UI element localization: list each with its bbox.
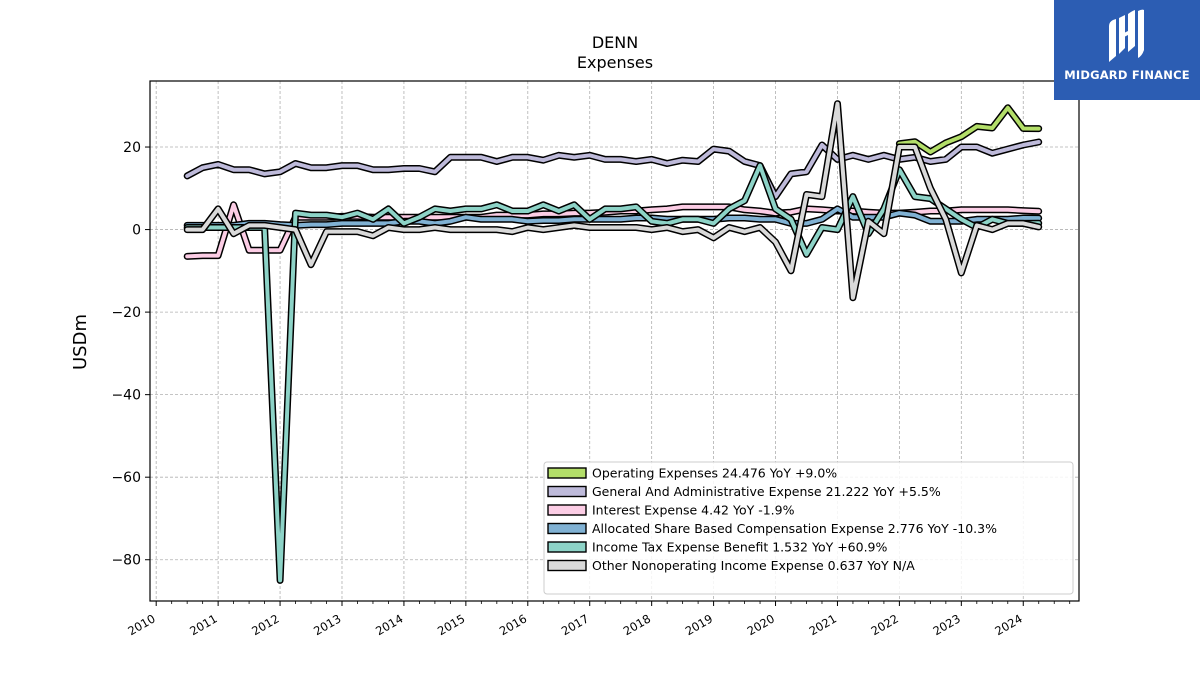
x-tick-label: 2022 (869, 611, 901, 638)
y-axis-label: USDm (70, 314, 91, 370)
chart-subtitle: Expenses (577, 53, 653, 72)
x-axis: 2010 2011 2012 2013 2014 2015 2016 2017 2018 2019… (125, 601, 1071, 638)
legend-label: Income Tax Expense Benefit 1.532 YoY +60… (592, 540, 888, 555)
y-tick-label: −80 (111, 553, 141, 569)
series-6 (183, 100, 1043, 302)
series-4 (183, 205, 1043, 229)
y-tick-label: −60 (111, 470, 141, 486)
x-tick-label: 2018 (621, 611, 653, 638)
brand-name: MIDGARD FINANCE (1064, 68, 1190, 82)
series-line (185, 101, 1041, 300)
legend-swatch (547, 522, 587, 535)
x-tick-label: 2021 (807, 611, 839, 638)
x-tick-label: 2020 (745, 611, 777, 638)
x-tick-label: 2016 (497, 611, 529, 638)
legend-swatch (547, 541, 587, 553)
x-tick-label: 2010 (125, 611, 157, 638)
x-tick-label: 2012 (249, 611, 281, 638)
legend-label: Other Nonoperating Income Expense 0.637 … (592, 558, 915, 573)
x-tick-label: 2013 (311, 611, 343, 638)
legend-label: Allocated Share Based Compensation Expen… (592, 521, 997, 536)
legend-label: General And Administrative Expense 21.22… (592, 484, 941, 499)
y-axis: −80 −60 −40 −20 0 20 (111, 140, 150, 569)
series-outline (183, 100, 1043, 302)
x-tick-label: 2017 (559, 611, 591, 638)
x-tick-label: 2023 (930, 611, 962, 638)
series-1 (895, 104, 1043, 156)
x-tick-label: 2019 (683, 611, 715, 638)
legend: Operating Expenses 24.476 YoY +9.0% Gener… (543, 461, 1074, 595)
brand-badge: MIDGARD FINANCE (1054, 0, 1200, 100)
legend-swatch (547, 559, 587, 572)
y-tick-label: −20 (111, 305, 141, 321)
chart-title: DENN (592, 33, 638, 52)
legend-label: Interest Expense 4.42 YoY -1.9% (592, 503, 795, 518)
legend-swatch (547, 467, 587, 479)
legend-label: Operating Expenses 24.476 YoY +9.0% (592, 466, 837, 481)
series-line (185, 206, 1041, 228)
midgard-logo-icon (1109, 9, 1144, 62)
plot-area (183, 100, 1043, 584)
y-tick-label: 0 (132, 223, 141, 239)
x-tick-label: 2011 (187, 611, 219, 638)
x-tick-label: 2015 (435, 611, 467, 638)
x-tick-label: 2024 (992, 611, 1024, 638)
legend-swatch (547, 504, 587, 516)
series-line (897, 105, 1041, 154)
y-tick-label: −40 (111, 388, 141, 404)
x-tick-label: 2014 (373, 611, 405, 638)
y-tick-label: 20 (123, 140, 141, 156)
legend-box (543, 461, 1074, 595)
legend-swatch (547, 485, 587, 498)
plot-frame (149, 80, 1080, 602)
